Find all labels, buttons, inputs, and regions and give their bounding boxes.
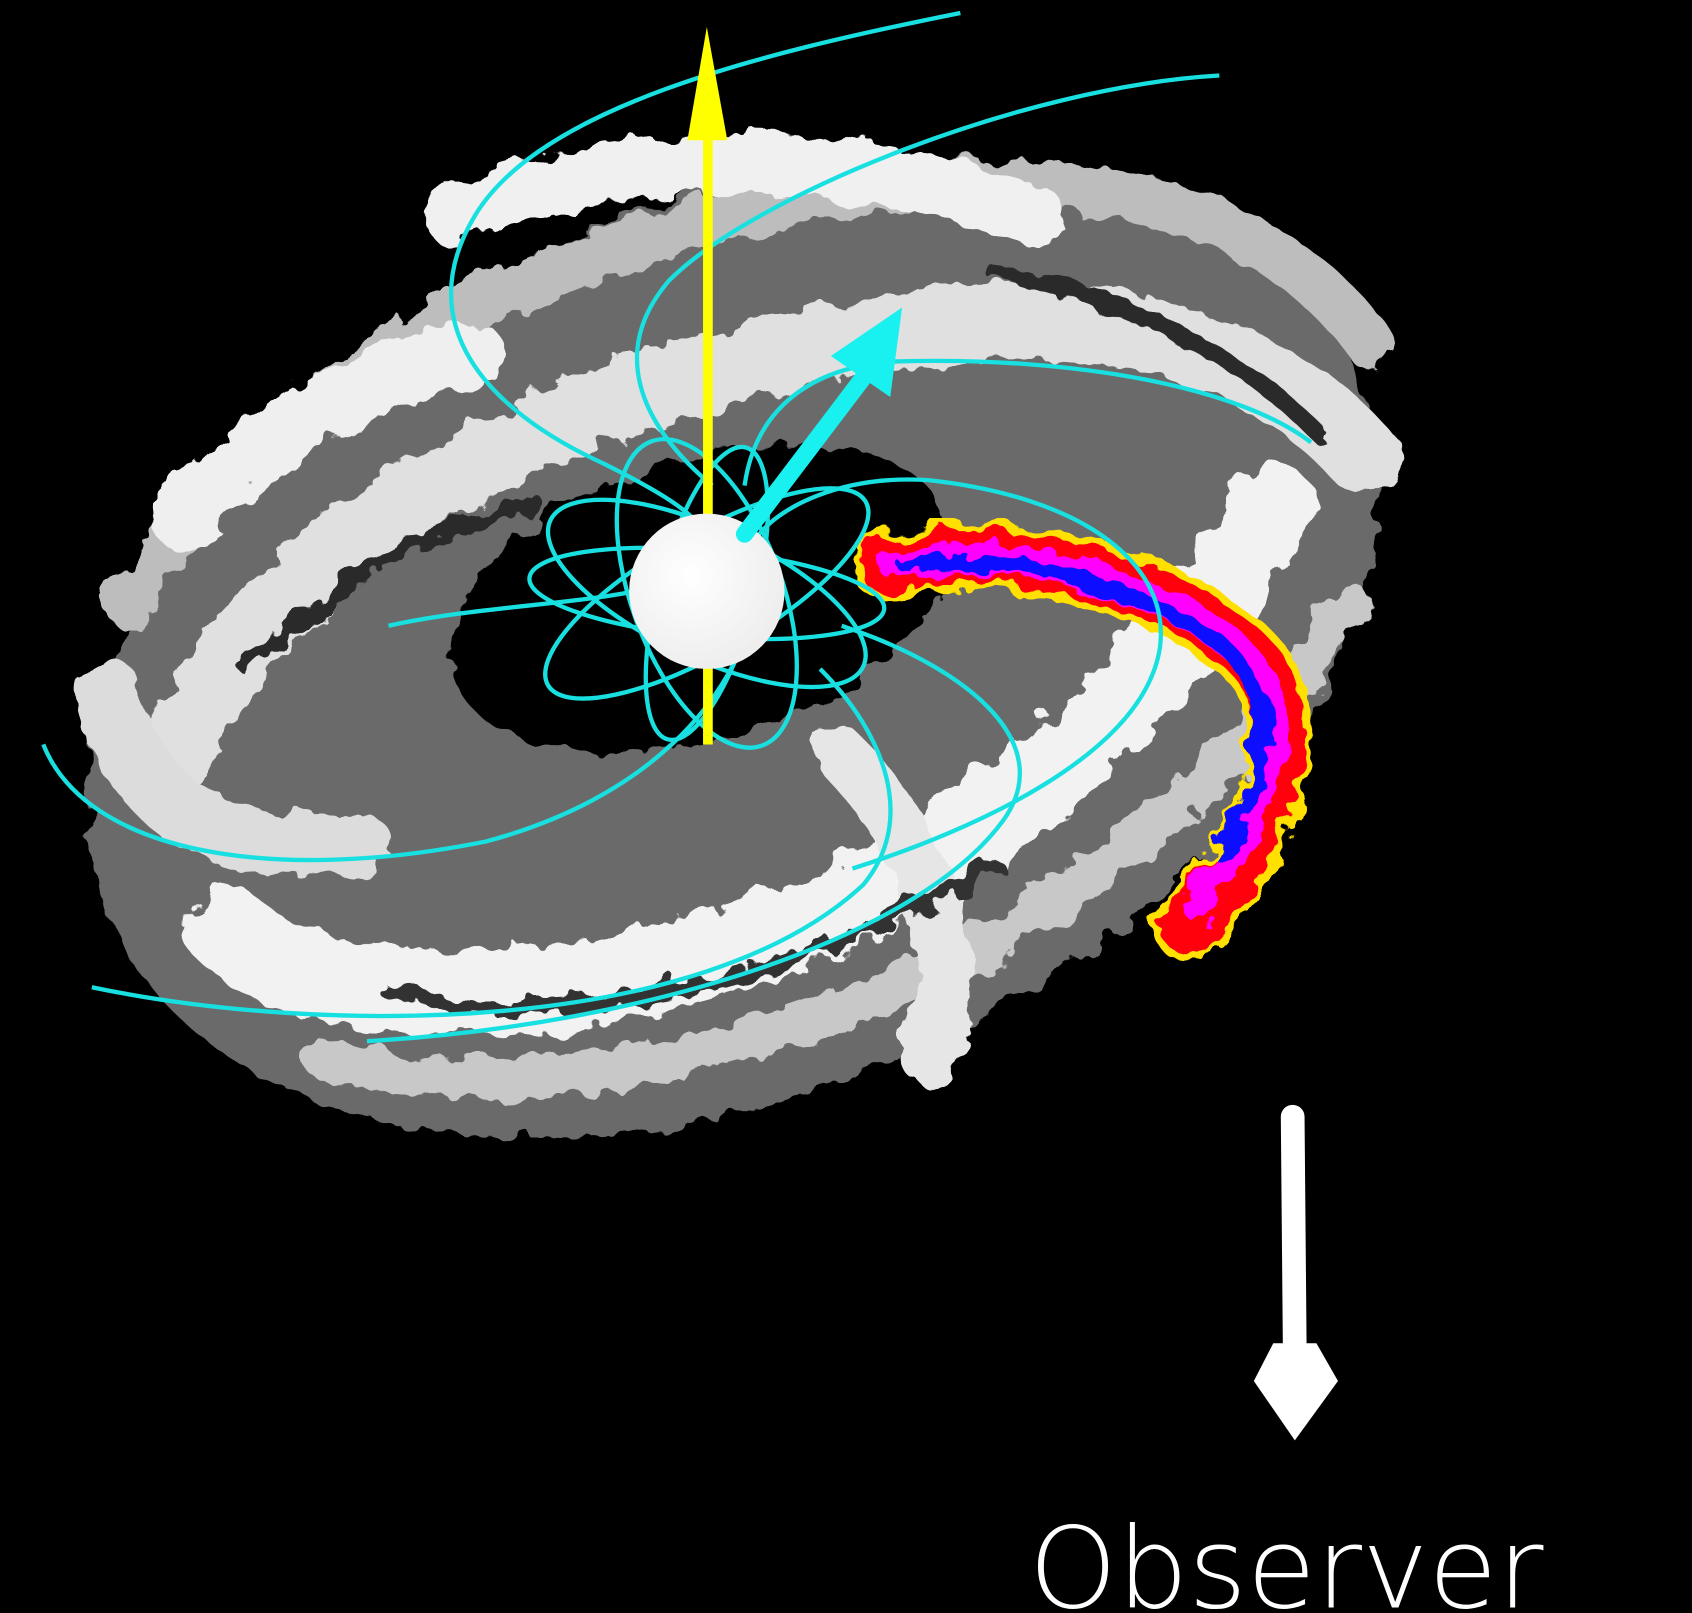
scene: Observer xyxy=(0,0,1692,1613)
observer-label: Observer xyxy=(1029,1505,1545,1613)
star xyxy=(629,514,784,669)
page: Observer (() => { const data = JSON.pars… xyxy=(0,0,1692,1613)
